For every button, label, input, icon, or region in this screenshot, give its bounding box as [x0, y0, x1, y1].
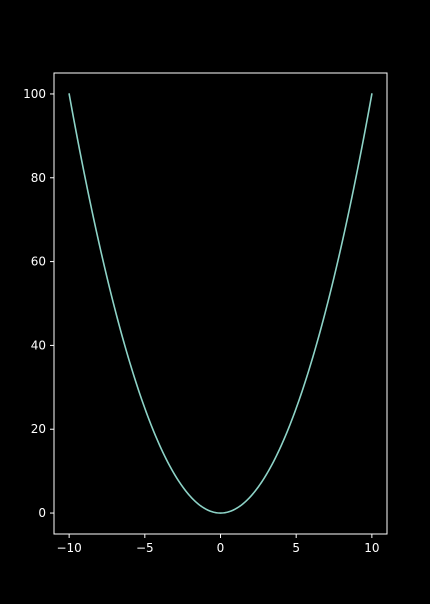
- x-tick-label: 0: [217, 541, 225, 555]
- x-tick-label: 10: [364, 541, 379, 555]
- y-tick-label: 40: [31, 338, 46, 352]
- x-tick-label: −10: [56, 541, 81, 555]
- y-tick-label: 80: [31, 171, 46, 185]
- plot-area: [68, 93, 373, 514]
- x-tick-label: −5: [136, 541, 154, 555]
- y-tick-label: 100: [23, 87, 46, 101]
- series-line-0: [68, 93, 373, 514]
- y-tick-label: 60: [31, 255, 46, 269]
- y-tick-label: 20: [31, 422, 46, 436]
- x-tick-label: 5: [292, 541, 300, 555]
- y-tick-label: 0: [38, 506, 46, 520]
